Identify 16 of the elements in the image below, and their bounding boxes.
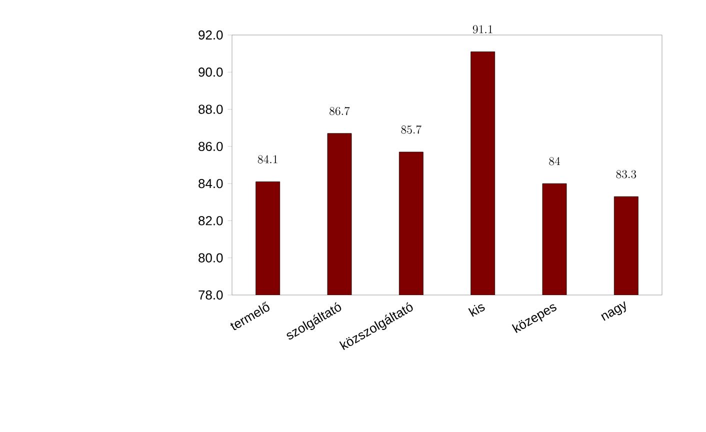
y-tick-label: 84.0 bbox=[198, 178, 223, 188]
x-tick-label: nagy bbox=[601, 301, 626, 321]
y-tick-label: 80.0 bbox=[198, 253, 223, 262]
x-tick-label: kis bbox=[468, 304, 485, 317]
y-tick-label: 92.0 bbox=[198, 30, 223, 40]
y-tick-label: 82.0 bbox=[198, 216, 223, 226]
data-label: 91 . 1 bbox=[472, 25, 492, 34]
data-label: 85.7 bbox=[401, 125, 422, 134]
y-tick-label: 88.0 bbox=[198, 104, 223, 114]
data-label: 83.3 bbox=[616, 170, 636, 178]
y-tick-label: 86.0 bbox=[198, 142, 223, 152]
data-label: 84. 1 bbox=[258, 155, 278, 164]
y-tick-label: 90.0 bbox=[198, 68, 223, 77]
y-tick-label: 78.0 bbox=[198, 290, 223, 300]
data-label: 86.7 bbox=[330, 106, 350, 116]
data-label: 84 bbox=[549, 156, 560, 166]
